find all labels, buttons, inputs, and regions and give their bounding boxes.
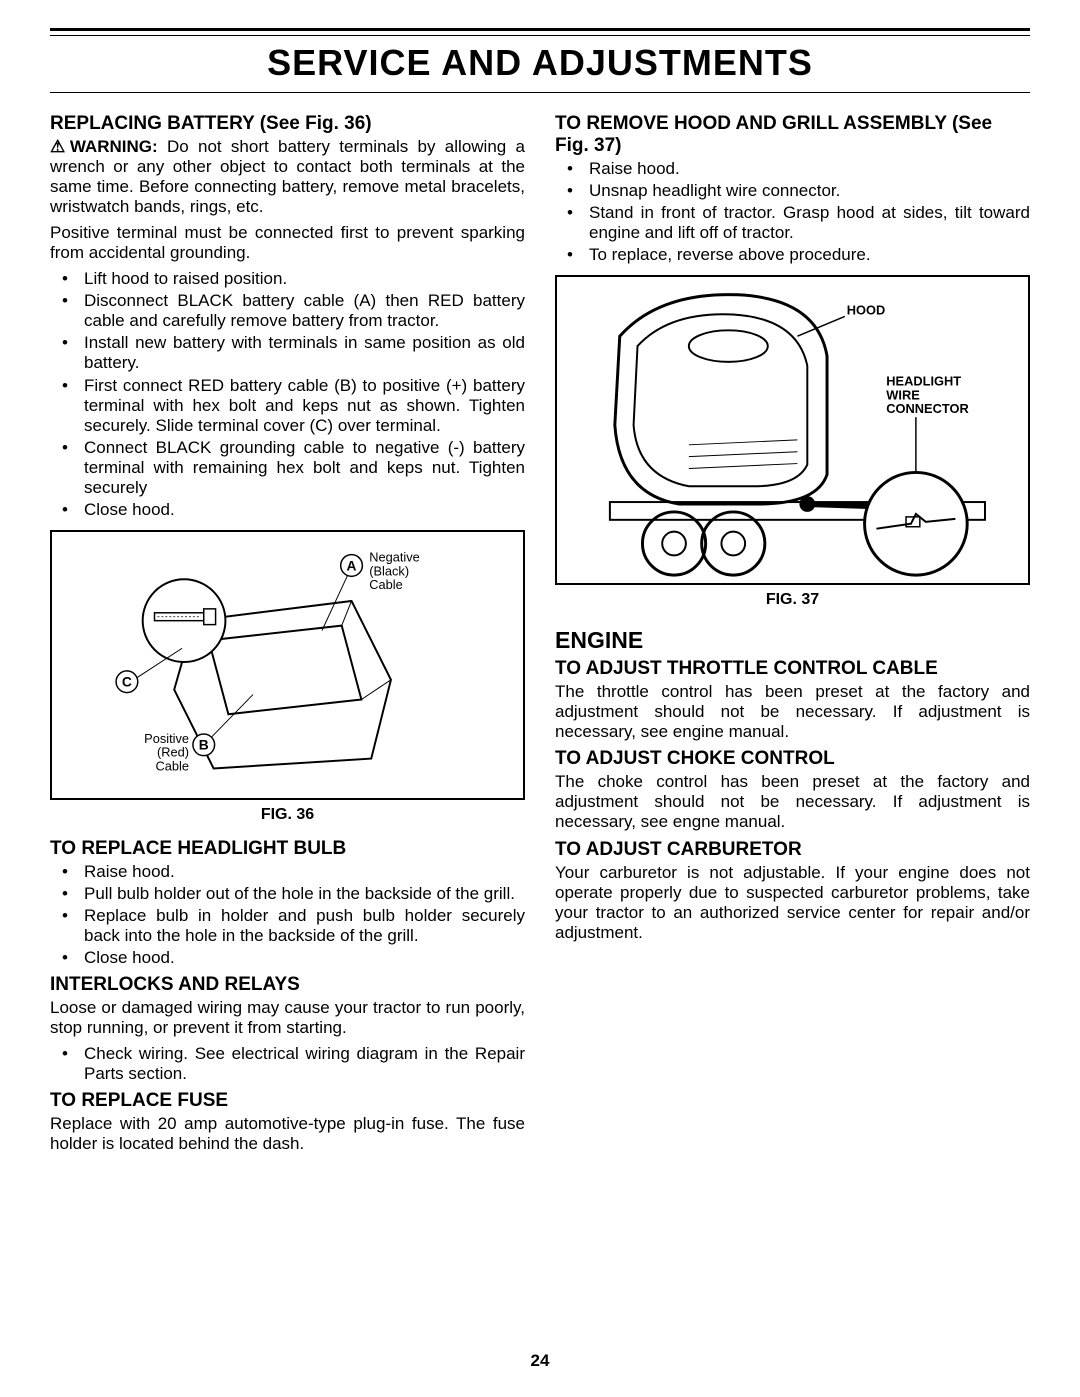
left-column: REPLACING BATTERY (See Fig. 36) ⚠WARNING…	[50, 107, 525, 1160]
hood-bullets: Raise hood. Unsnap headlight wire connec…	[555, 159, 1030, 265]
battery-bullets: Lift hood to raised position. Disconnect…	[50, 269, 525, 520]
label-a-text: Negative	[369, 549, 420, 564]
headlight-heading: TO REPLACE HEADLIGHT BULB	[50, 838, 525, 860]
fuse-heading: TO REPLACE FUSE	[50, 1090, 525, 1112]
label-conn3: CONNECTOR	[886, 401, 968, 416]
choke-heading: TO ADJUST CHOKE CONTROL	[555, 748, 1030, 770]
throttle-para: The throttle control has been preset at …	[555, 682, 1030, 742]
label-c: C	[122, 675, 132, 690]
list-item: Close hood.	[50, 948, 525, 968]
list-item: Replace bulb in holder and push bulb hol…	[50, 906, 525, 946]
list-item: First connect RED battery cable (B) to p…	[50, 376, 525, 436]
label-a-text2: (Black)	[369, 563, 409, 578]
list-item: Stand in front of tractor. Grasp hood at…	[555, 203, 1030, 243]
battery-para2: Positive terminal must be connected firs…	[50, 223, 525, 263]
hood-heading: TO REMOVE HOOD AND GRILL ASSEMBLY (See F…	[555, 113, 1030, 157]
label-a: A	[347, 558, 357, 573]
label-b-text2: (Red)	[157, 744, 189, 759]
list-item: Close hood.	[50, 500, 525, 520]
top-rule	[50, 28, 1030, 31]
fuse-para: Replace with 20 amp automotive-type plug…	[50, 1114, 525, 1154]
figure-36-box: A Negative (Black) Cable C B Positive (R…	[50, 530, 525, 800]
content-columns: REPLACING BATTERY (See Fig. 36) ⚠WARNING…	[50, 107, 1030, 1160]
title-underline	[50, 92, 1030, 93]
replacing-battery-heading: REPLACING BATTERY (See Fig. 36)	[50, 113, 525, 135]
list-item: Check wiring. See electrical wiring diag…	[50, 1044, 525, 1084]
figure-37-box: HOOD HEADLIGHT WIRE CONNECTOR	[555, 275, 1030, 585]
page-number: 24	[0, 1351, 1080, 1371]
figure-36-diagram: A Negative (Black) Cable C B Positive (R…	[52, 532, 523, 798]
headlight-bullets: Raise hood. Pull bulb holder out of the …	[50, 862, 525, 968]
interlocks-heading: INTERLOCKS AND RELAYS	[50, 974, 525, 996]
list-item: Raise hood.	[50, 862, 525, 882]
carb-heading: TO ADJUST CARBURETOR	[555, 839, 1030, 861]
figure-36-caption: FIG. 36	[50, 806, 525, 824]
list-item: Install new battery with terminals in sa…	[50, 333, 525, 373]
right-column: TO REMOVE HOOD AND GRILL ASSEMBLY (See F…	[555, 107, 1030, 1160]
carb-para: Your carburetor is not adjustable. If yo…	[555, 863, 1030, 943]
label-b-text: Positive	[144, 731, 189, 746]
list-item: Raise hood.	[555, 159, 1030, 179]
list-item: Lift hood to raised position.	[50, 269, 525, 289]
figure-37-diagram: HOOD HEADLIGHT WIRE CONNECTOR	[557, 277, 1028, 583]
warning-label: WARNING:	[70, 137, 158, 156]
throttle-heading: TO ADJUST THROTTLE CONTROL CABLE	[555, 658, 1030, 680]
interlocks-para: Loose or damaged wiring may cause your t…	[50, 998, 525, 1038]
choke-para: The choke control has been preset at the…	[555, 772, 1030, 832]
list-item: Connect BLACK grounding cable to negativ…	[50, 438, 525, 498]
battery-warning: ⚠WARNING: Do not short battery terminals…	[50, 137, 525, 217]
page-title: SERVICE AND ADJUSTMENTS	[50, 42, 1030, 84]
warning-icon: ⚠	[50, 137, 70, 156]
label-hood: HOOD	[847, 303, 886, 318]
label-b: B	[199, 738, 209, 753]
list-item: Unsnap headlight wire connector.	[555, 181, 1030, 201]
list-item: Pull bulb holder out of the hole in the …	[50, 884, 525, 904]
top-rule-thin	[50, 35, 1030, 36]
figure-37-caption: FIG. 37	[555, 591, 1030, 609]
interlocks-bullets: Check wiring. See electrical wiring diag…	[50, 1044, 525, 1084]
label-conn2: WIRE	[886, 388, 920, 403]
label-conn1: HEADLIGHT	[886, 374, 961, 389]
list-item: To replace, reverse above procedure.	[555, 245, 1030, 265]
engine-heading: ENGINE	[555, 627, 1030, 654]
label-b-text3: Cable	[156, 758, 189, 773]
list-item: Disconnect BLACK battery cable (A) then …	[50, 291, 525, 331]
label-a-text3: Cable	[369, 577, 402, 592]
